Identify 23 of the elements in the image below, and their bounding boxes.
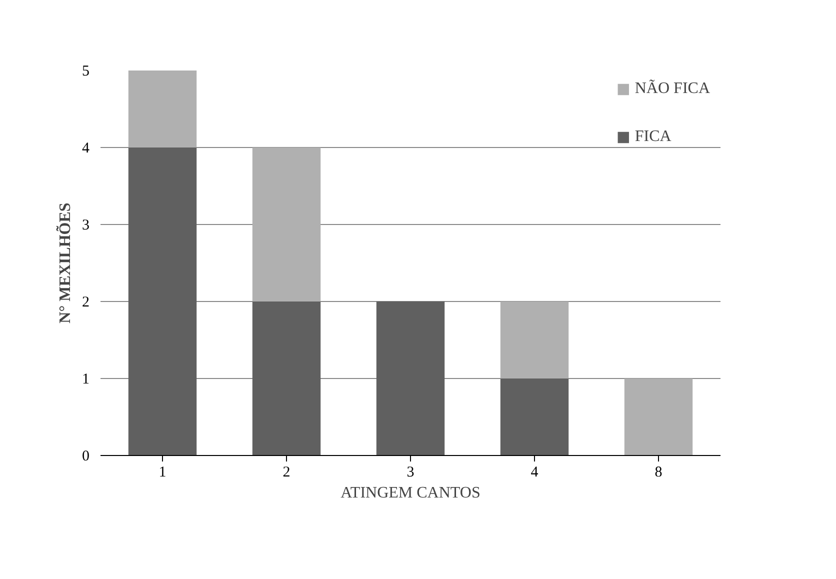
bar [128,70,197,148]
x-tick-label: 2 [282,464,290,480]
bar [252,148,321,302]
bar [128,148,197,456]
bar [376,302,445,456]
y-tick-label: 4 [82,140,90,156]
y-tick-label: 1 [82,372,90,388]
y-tick-label: 0 [82,448,90,464]
bar [500,302,569,378]
x-tick-label: 8 [654,464,662,480]
y-tick-label: 5 [82,64,90,80]
x-tick-label: 1 [158,464,166,480]
x-tick-label: 3 [406,464,414,480]
y-tick-label: 2 [82,294,90,310]
legend-label: FICA [634,128,672,146]
x-axis-title: ATINGEM CANTOS [340,484,480,502]
bar [624,378,693,456]
y-tick-label: 3 [82,218,90,234]
x-tick-label: 4 [530,464,539,480]
y-axis-title: N° MEXILHÕES [56,202,74,324]
bar [252,302,321,456]
bar [500,378,569,456]
legend-label: NÃO FICA [634,80,710,98]
